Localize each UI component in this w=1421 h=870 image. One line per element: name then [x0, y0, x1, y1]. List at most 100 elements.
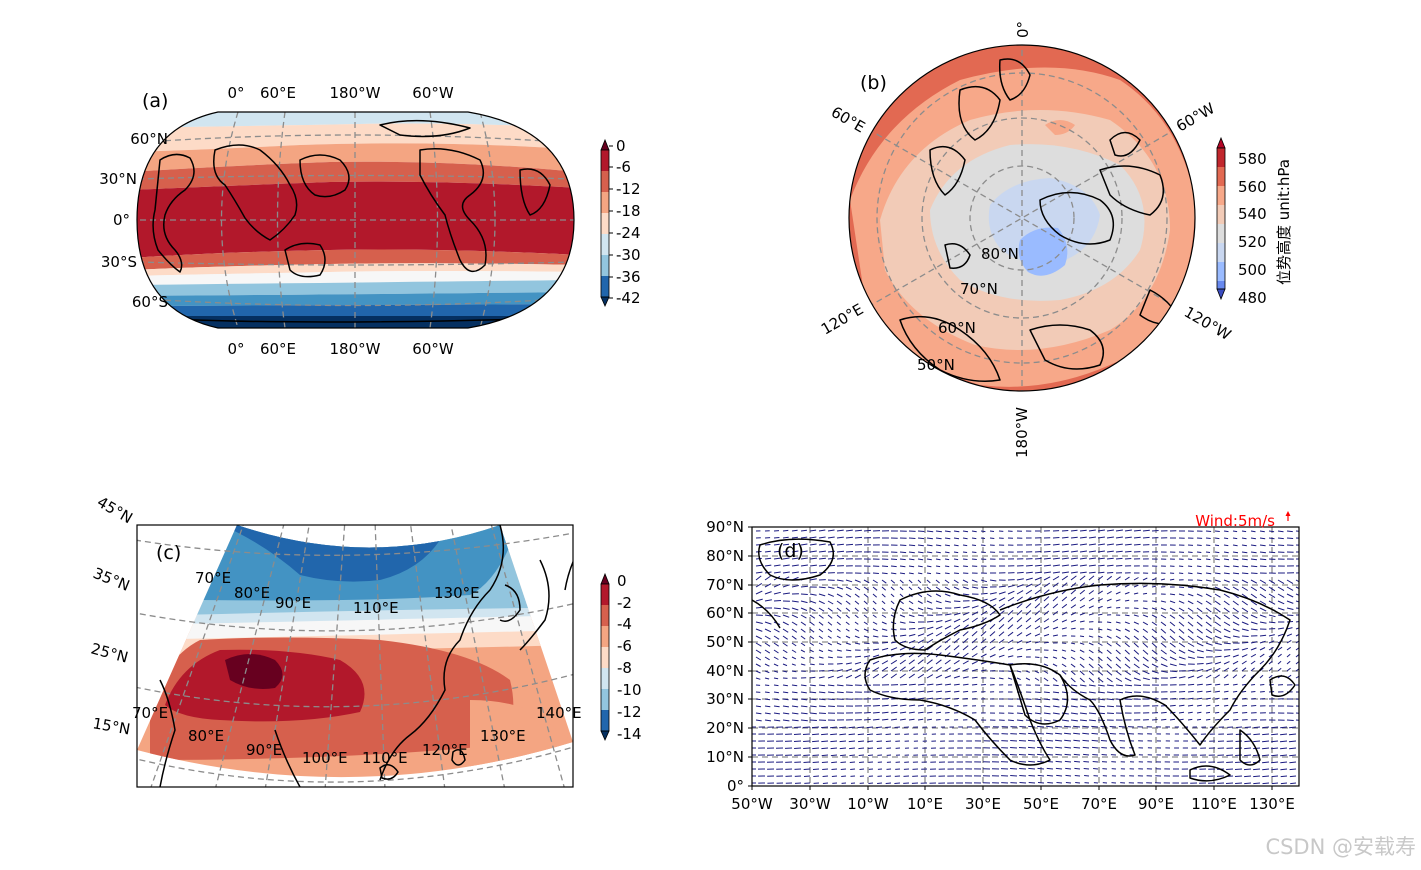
- panel-c-lon-top: 130°E: [434, 584, 480, 602]
- wind-vector: [935, 607, 943, 610]
- wind-vector: [1079, 575, 1086, 581]
- wind-vector: [1070, 582, 1077, 588]
- wind-vector: [1205, 642, 1213, 646]
- wind-vector: [773, 698, 780, 701]
- wind-vector: [1133, 577, 1139, 581]
- wind-vector: [782, 719, 790, 722]
- wind-vector: [908, 544, 916, 547]
- wind-vector: [971, 530, 977, 533]
- wind-vector: [1016, 640, 1023, 644]
- wind-vector: [1124, 591, 1130, 595]
- wind-vector: [793, 740, 802, 742]
- wind-vector: [1133, 670, 1141, 675]
- wind-vector: [1234, 775, 1243, 777]
- wind-vector: [1007, 590, 1015, 595]
- wind-vector: [764, 575, 771, 581]
- wind-vector: [944, 530, 951, 533]
- wind-vector: [971, 537, 977, 540]
- wind-vector: [1169, 607, 1176, 612]
- colorbar-b-tick: 500: [1238, 261, 1267, 279]
- wind-vector: [818, 705, 826, 708]
- wind-vector: [1124, 670, 1131, 676]
- wind-vector: [1079, 684, 1087, 687]
- panel-b-boundary: [848, 44, 1196, 392]
- wind-vector: [1241, 697, 1247, 700]
- wind-vector: [1025, 632, 1032, 637]
- wind-vector: [854, 628, 860, 632]
- panel-d-lon: 110°E: [1191, 795, 1237, 813]
- wind-vector: [1088, 663, 1094, 669]
- wind-vector: [1079, 620, 1085, 623]
- wind-vector: [1169, 656, 1177, 661]
- wind-vector: [1034, 641, 1041, 644]
- wind-vector: [1243, 768, 1252, 771]
- wind-vector: [1280, 747, 1288, 750]
- wind-vector: [1061, 564, 1069, 567]
- wind-vector: [1214, 572, 1221, 575]
- wind-vector: [1142, 536, 1150, 539]
- wind-vector: [791, 564, 799, 567]
- wind-vector: [836, 607, 842, 612]
- wind-vector: [1259, 544, 1266, 547]
- wind-vector: [1295, 579, 1299, 583]
- wind-vector: [818, 649, 824, 653]
- panel-d-lon: 10°E: [907, 795, 943, 813]
- wind-vector: [1169, 593, 1176, 596]
- wind-vector: [1187, 607, 1194, 612]
- wind-vector: [1253, 768, 1261, 771]
- wind-vector: [1034, 583, 1042, 588]
- wind-vector: [1052, 634, 1059, 637]
- wind-vector: [890, 690, 898, 693]
- wind-vector: [809, 550, 817, 553]
- wind-vector: [800, 684, 807, 687]
- wind-vector: [1151, 530, 1159, 532]
- wind-vector: [1061, 670, 1067, 675]
- panel-b-lat: 60°N: [938, 319, 976, 337]
- wind-vector: [845, 529, 853, 532]
- wind-vector: [1187, 635, 1194, 641]
- wind-vector: [1133, 536, 1141, 539]
- wind-vector: [1286, 530, 1293, 533]
- wind-vector: [1016, 571, 1024, 574]
- wind-vector: [890, 673, 897, 679]
- wind-vector: [836, 649, 842, 652]
- wind-vector: [1028, 782, 1036, 784]
- wind-vector: [953, 624, 961, 630]
- wind-vector: [1232, 572, 1240, 575]
- wind-vector: [827, 557, 836, 560]
- panel-a-lon-bottom: 180°W: [330, 340, 381, 358]
- wind-vector: [1160, 711, 1167, 714]
- wind-vector: [831, 775, 838, 777]
- wind-vector: [755, 670, 761, 674]
- wind-vector: [1196, 704, 1202, 707]
- wind-vector: [1259, 621, 1267, 624]
- wind-vector: [764, 691, 770, 694]
- wind-vector: [1196, 579, 1203, 582]
- wind-vector: [1160, 670, 1168, 673]
- panel-b-lat: 50°N: [917, 356, 955, 374]
- wind-vector: [1187, 697, 1194, 700]
- wind-vector: [953, 565, 959, 568]
- wind-vector: [980, 586, 988, 589]
- wind-vector: [764, 635, 771, 640]
- wind-vector: [980, 604, 988, 609]
- wind-vector: [953, 537, 960, 540]
- wind-vector: [782, 628, 789, 633]
- wind-vector: [1142, 529, 1150, 532]
- wind-vector: [1115, 599, 1121, 602]
- wind-vector: [1088, 698, 1096, 701]
- wind-vector: [1083, 753, 1090, 756]
- wind-vector: [881, 621, 887, 625]
- wind-vector: [1250, 593, 1257, 599]
- wind-vector: [917, 537, 925, 540]
- wind-vector: [791, 550, 799, 553]
- wind-vector: [1214, 655, 1222, 658]
- wind-vector: [836, 691, 844, 694]
- wind-vector: [885, 740, 892, 742]
- panel-d-lat: 0°: [727, 777, 744, 795]
- wind-vector: [764, 557, 772, 560]
- wind-vector: [1286, 653, 1291, 658]
- wind-vector: [827, 621, 833, 626]
- wind-vector: [1061, 705, 1069, 708]
- wind-vector: [863, 614, 868, 618]
